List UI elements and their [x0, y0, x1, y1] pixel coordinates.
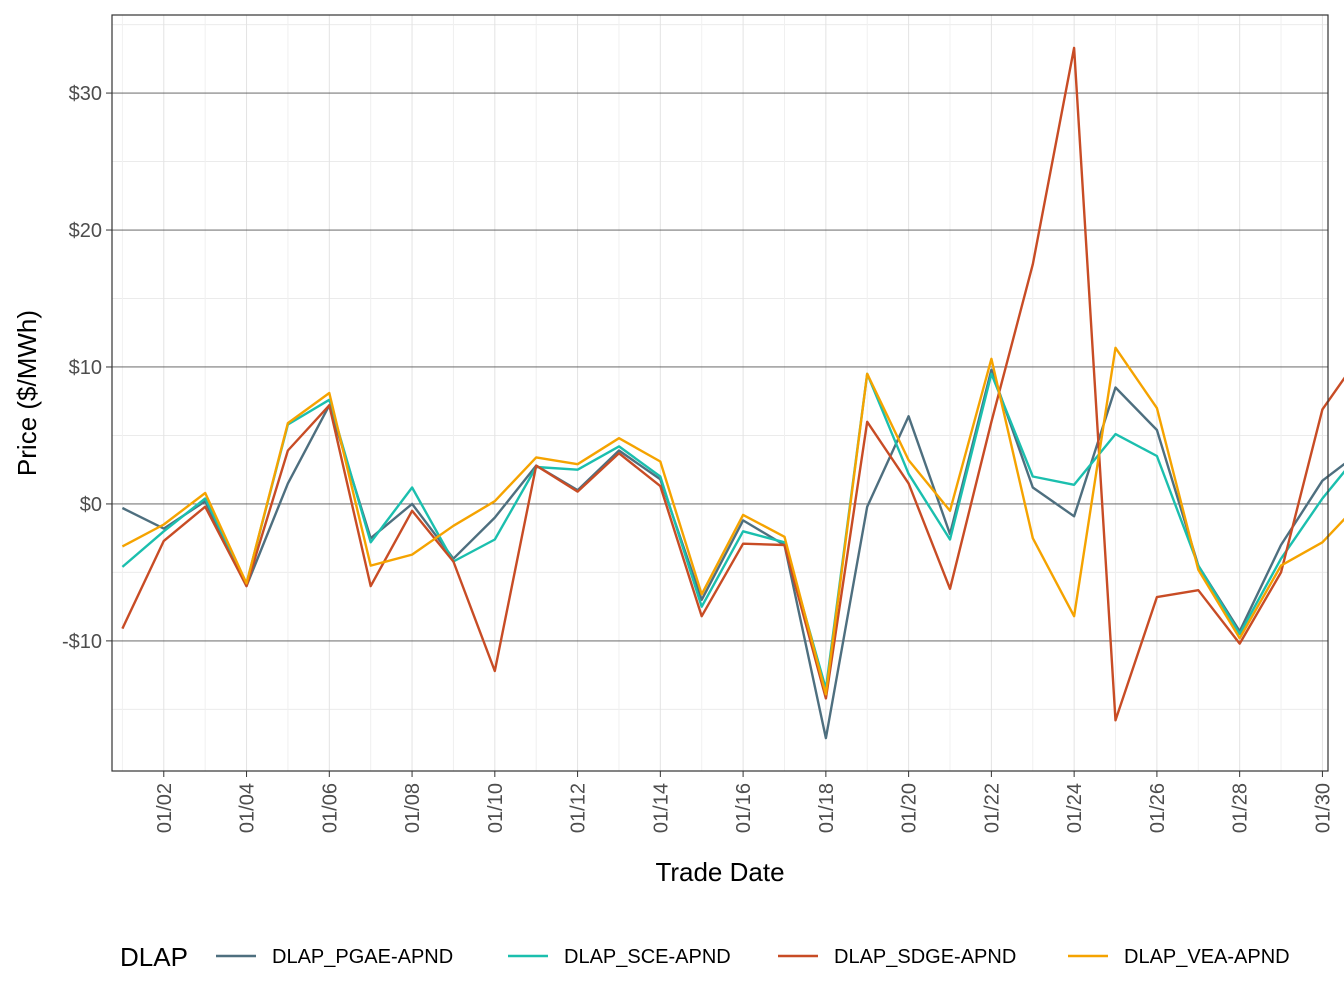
legend: DLAP DLAP_PGAE-APND DLAP_SCE-APND DLAP_SDG… [120, 942, 1290, 972]
x-tick-label: 01/16 [733, 783, 755, 833]
x-tick-label: 01/04 [237, 783, 259, 833]
x-tick-label: 01/08 [402, 783, 424, 833]
x-tick-label: 01/20 [899, 783, 921, 833]
x-axis-title: Trade Date [655, 857, 784, 887]
major-gridlines [112, 15, 1328, 771]
y-tick-label: $10 [69, 357, 102, 379]
series-line-dlap_vea-apnd [121, 346, 1344, 696]
x-tick-label: 01/14 [650, 783, 672, 833]
x-tick-label: 01/30 [1312, 783, 1334, 833]
x-tick-label: 01/18 [816, 783, 838, 833]
plot-panel-border [111, 14, 1329, 772]
legend-label-dlap_sce-apnd: DLAP_SCE-APND [564, 946, 731, 968]
legend-label-dlap_sdge-apnd: DLAP_SDGE-APND [834, 946, 1016, 968]
y-axis-title: Price ($/MWh) [12, 310, 42, 476]
x-tick-label: 01/22 [981, 783, 1003, 833]
legend-title: DLAP [120, 942, 188, 972]
x-tick-label: 01/28 [1230, 783, 1252, 833]
y-tick-label: $30 [69, 83, 102, 105]
series-line-dlap_sce-apnd [121, 372, 1344, 690]
x-axis: 01/02 01/04 01/06 01/08 01/10 01/12 01/14 01/16… [154, 771, 1334, 833]
legend-label-dlap_pgae-apnd: DLAP_PGAE-APND [272, 946, 453, 968]
x-tick-label: 01/02 [154, 783, 176, 833]
x-tick-label: 01/24 [1064, 783, 1086, 833]
y-axis: -$10 $0 $10 $20 $30 [62, 83, 112, 653]
series-line-dlap_sdge-apnd [121, 46, 1344, 722]
x-tick-label: 01/06 [319, 783, 341, 833]
y-tick-label: $20 [69, 220, 102, 242]
x-tick-label: 01/26 [1147, 783, 1169, 833]
x-tick-label: 01/10 [485, 783, 507, 833]
series-lines [121, 46, 1344, 740]
series-line-dlap_pgae-apnd [121, 368, 1344, 740]
legend-label-dlap_vea-apnd: DLAP_VEA-APND [1124, 946, 1290, 968]
y-tick-label: -$10 [62, 631, 102, 653]
y-tick-label: $0 [80, 494, 102, 516]
x-tick-label: 01/12 [568, 783, 590, 833]
